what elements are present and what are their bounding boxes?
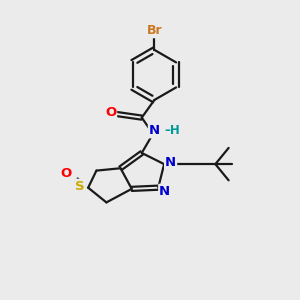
Text: N: N <box>149 124 160 137</box>
Text: –H: –H <box>164 124 180 137</box>
Text: S: S <box>75 180 85 193</box>
Text: N: N <box>165 156 176 169</box>
Text: O: O <box>61 167 72 180</box>
Text: N: N <box>159 185 170 198</box>
Text: Br: Br <box>147 24 162 37</box>
Text: O: O <box>105 106 116 119</box>
